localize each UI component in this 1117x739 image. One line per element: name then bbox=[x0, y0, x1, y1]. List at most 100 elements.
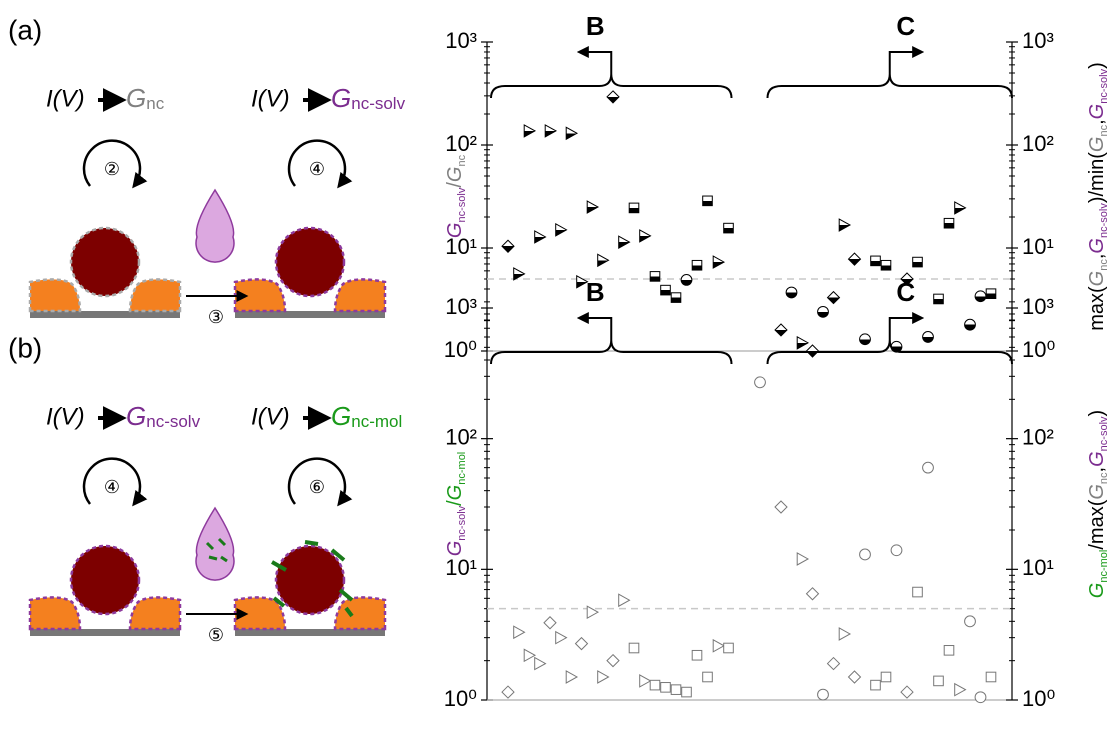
data-point bbox=[964, 318, 976, 331]
data-point bbox=[985, 671, 997, 683]
step-number: ② bbox=[104, 159, 120, 179]
data-point bbox=[513, 625, 526, 640]
data-point bbox=[890, 544, 903, 557]
group-arrow bbox=[888, 46, 925, 74]
data-point bbox=[691, 259, 703, 271]
y2-axis-label-part: nc-solv bbox=[1098, 416, 1110, 451]
current-voltage: I(V) bbox=[251, 85, 290, 112]
substrate bbox=[30, 629, 180, 636]
y-axis-label-part: nc bbox=[456, 154, 468, 166]
y2-axis-label-part: nc bbox=[1098, 259, 1110, 271]
data-point bbox=[513, 267, 526, 281]
data-point bbox=[847, 252, 862, 266]
electrode bbox=[233, 278, 287, 313]
conductance-label: Gnc-mol bbox=[331, 401, 402, 432]
y-axis-label-part: G bbox=[444, 541, 466, 557]
data-point bbox=[586, 605, 600, 620]
y2-axis-label-part: nc-solv bbox=[1098, 203, 1110, 238]
y-tick-label: 10³ bbox=[445, 294, 477, 319]
data-point bbox=[774, 500, 788, 514]
y-tick-label: 10² bbox=[445, 424, 477, 449]
y2-axis-label-part: G bbox=[1086, 271, 1108, 287]
data-point bbox=[922, 331, 934, 343]
data-point bbox=[534, 230, 547, 244]
data-point bbox=[606, 653, 620, 668]
data-point bbox=[933, 293, 944, 305]
y-tick-label: 10² bbox=[445, 131, 477, 156]
data-point bbox=[826, 656, 841, 671]
y-tick-label: 10⁰ bbox=[444, 337, 477, 362]
conductance-symbol: G bbox=[331, 83, 351, 113]
data-point bbox=[639, 674, 652, 688]
data-point bbox=[565, 126, 579, 141]
cycle-arrow bbox=[287, 457, 353, 507]
data-point bbox=[796, 335, 810, 350]
conductance-label: Gnc-solv bbox=[126, 401, 201, 432]
data-point bbox=[576, 274, 589, 289]
panel-label: (b) bbox=[8, 332, 42, 363]
data-point bbox=[838, 218, 852, 232]
group-arrow bbox=[576, 312, 613, 340]
y2-axis-label-part: nc bbox=[1098, 124, 1110, 136]
data-point bbox=[649, 679, 661, 691]
data-point bbox=[754, 376, 766, 389]
cycle-arrow bbox=[82, 139, 148, 189]
data-point bbox=[912, 256, 923, 268]
data-point bbox=[523, 648, 537, 663]
data-point bbox=[943, 217, 955, 229]
data-point bbox=[649, 271, 661, 282]
y2-axis-label: max(Gnc,Gnc-solv)/min(Gnc,Gnc-solv) bbox=[1086, 62, 1110, 331]
y-axis-label-part: nc-mol bbox=[456, 452, 468, 485]
data-point bbox=[817, 688, 829, 701]
current-voltage: I(V) bbox=[46, 85, 85, 112]
y2-axis-label-part: /max( bbox=[1086, 499, 1108, 549]
cycle-arrow bbox=[82, 457, 148, 507]
group-label: B bbox=[586, 11, 605, 41]
data-point bbox=[628, 642, 640, 654]
conductance-label: Gnc bbox=[126, 83, 165, 114]
data-point bbox=[964, 615, 976, 628]
data-point bbox=[805, 587, 820, 601]
y-axis-label-part: G bbox=[444, 167, 466, 183]
molecule bbox=[220, 555, 228, 563]
y2-tick-label: 10⁰ bbox=[1022, 337, 1055, 362]
data-point bbox=[838, 627, 852, 641]
step-number: ④ bbox=[309, 159, 325, 179]
conductance-symbol: G bbox=[331, 401, 351, 431]
y2-axis-label-part: ) bbox=[1086, 410, 1108, 417]
data-point bbox=[574, 636, 589, 651]
substrate bbox=[235, 311, 385, 318]
electrode bbox=[128, 278, 182, 313]
data-point bbox=[681, 686, 692, 698]
y2-axis-label: Gnc-mol/max(Gnc,Gnc-solv) bbox=[1086, 410, 1110, 598]
molecule bbox=[205, 541, 215, 551]
data-point bbox=[534, 656, 547, 671]
molecule bbox=[330, 548, 346, 562]
data-point bbox=[618, 235, 631, 249]
data-point bbox=[543, 616, 557, 630]
y2-axis-label-part: nc bbox=[1098, 472, 1110, 484]
y2-axis-label-part: , bbox=[1086, 119, 1108, 125]
data-point bbox=[954, 682, 967, 697]
group-label: C bbox=[896, 277, 915, 307]
data-point bbox=[847, 670, 862, 684]
y2-axis-label-part: , bbox=[1086, 467, 1108, 473]
data-point bbox=[544, 124, 558, 138]
data-point bbox=[702, 671, 713, 683]
droplet bbox=[195, 188, 235, 263]
electrode bbox=[333, 596, 387, 631]
conductance-subscript: nc bbox=[146, 94, 164, 113]
y-tick-label: 10⁰ bbox=[444, 686, 477, 711]
nanocrystal bbox=[274, 544, 346, 616]
data-point bbox=[900, 272, 914, 286]
data-point bbox=[712, 638, 726, 653]
droplet bbox=[195, 506, 235, 581]
y2-axis-label-part: ) bbox=[1086, 62, 1108, 69]
data-point bbox=[880, 259, 892, 271]
y2-axis-label-part: )/min( bbox=[1086, 152, 1108, 203]
electrode bbox=[333, 278, 387, 313]
group-brace bbox=[490, 339, 733, 365]
data-point bbox=[723, 222, 734, 234]
y-tick-label: 10¹ bbox=[445, 555, 477, 580]
step-number: ③ bbox=[208, 307, 224, 327]
